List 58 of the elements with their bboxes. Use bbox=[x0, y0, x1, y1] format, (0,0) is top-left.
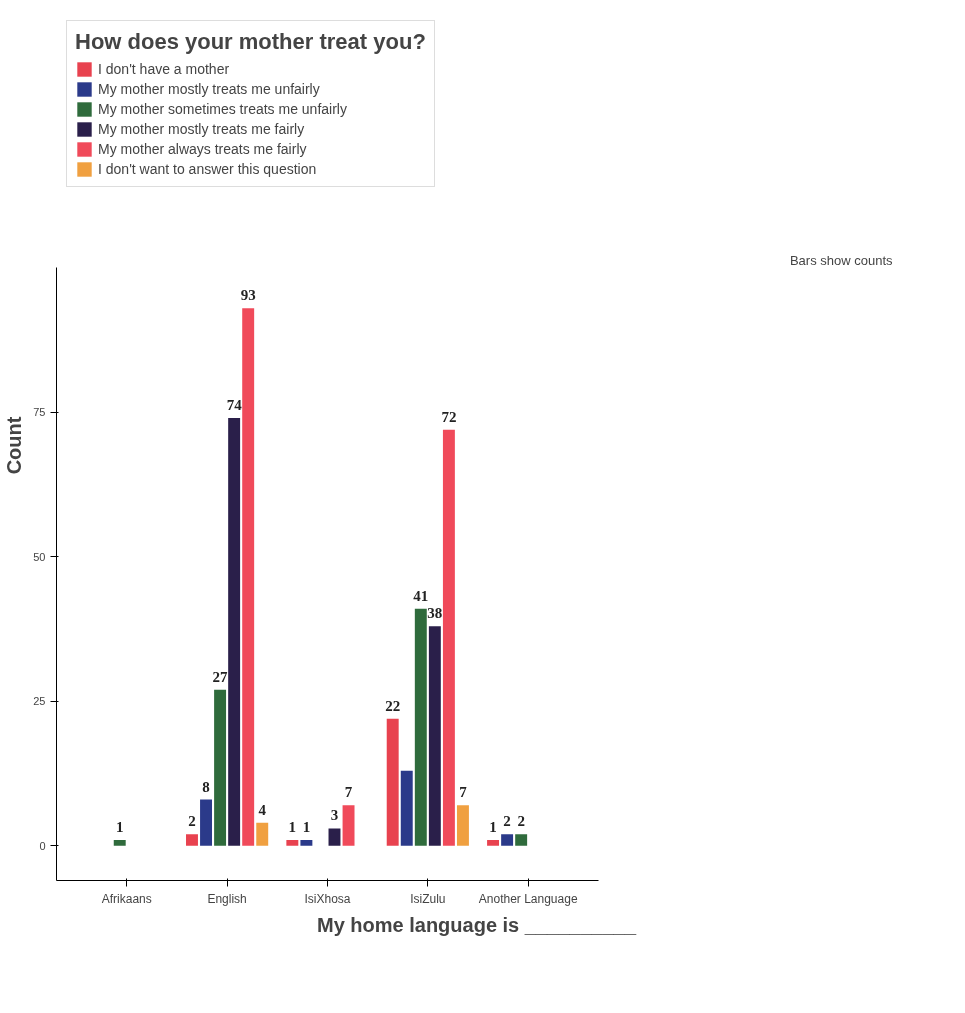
data-label: 1 bbox=[288, 819, 297, 836]
bar bbox=[501, 834, 514, 846]
x-tick-label: IsiXhosa bbox=[304, 891, 351, 906]
y-axis-title: Count bbox=[3, 416, 26, 475]
bar bbox=[200, 799, 213, 846]
x-tick-label: Afrikaans bbox=[101, 891, 152, 906]
bar bbox=[414, 608, 427, 846]
legend-label: I don't have a mother bbox=[98, 61, 230, 77]
data-label: 38 bbox=[427, 605, 443, 622]
x-tick-label: IsiZulu bbox=[410, 891, 446, 906]
bar bbox=[456, 805, 469, 846]
bar bbox=[328, 828, 341, 846]
legend-label: I don't want to answer this question bbox=[98, 161, 317, 177]
bar bbox=[186, 834, 198, 846]
bar bbox=[286, 840, 299, 846]
y-tick-label: 0 bbox=[39, 839, 46, 852]
bar bbox=[400, 770, 413, 846]
data-label: 7 bbox=[344, 784, 353, 801]
data-label: 7 bbox=[459, 784, 468, 801]
data-label: 4 bbox=[258, 801, 267, 818]
data-label: 72 bbox=[441, 408, 457, 425]
data-label: 2 bbox=[517, 813, 525, 830]
bar bbox=[242, 308, 255, 846]
bar bbox=[214, 689, 227, 846]
data-label: 2 bbox=[188, 813, 196, 830]
text: Bars show counts bbox=[789, 252, 893, 268]
data-label: 22 bbox=[385, 697, 401, 714]
data-label: 1 bbox=[302, 819, 311, 836]
bar bbox=[515, 834, 528, 846]
legend-label: My mother sometimes treats me unfairly bbox=[98, 101, 347, 117]
bar bbox=[300, 840, 313, 846]
data-label: 41 bbox=[413, 587, 429, 604]
bar bbox=[428, 626, 441, 846]
y-tick-label: 25 bbox=[33, 695, 46, 708]
x-tick-label: Another Language bbox=[478, 891, 578, 906]
x-tick-label: English bbox=[207, 891, 247, 906]
legend-label: My mother mostly treats me unfairly bbox=[98, 81, 320, 97]
bar bbox=[113, 840, 126, 846]
y-tick-label: 75 bbox=[33, 406, 46, 419]
data-label: 93 bbox=[240, 287, 256, 304]
legend-title: How does your mother treat you? bbox=[75, 29, 426, 55]
data-label: 1 bbox=[489, 819, 497, 836]
bar bbox=[342, 805, 355, 846]
data-label: 1 bbox=[115, 819, 124, 836]
legend-label: My mother mostly treats me fairly bbox=[98, 121, 305, 137]
data-label: 27 bbox=[212, 668, 229, 685]
x-axis-title: My home language is __________ bbox=[316, 913, 637, 936]
bar bbox=[256, 822, 269, 846]
y-tick-label: 50 bbox=[33, 550, 46, 563]
bar bbox=[442, 429, 455, 846]
bar bbox=[386, 718, 399, 846]
data-label: 3 bbox=[330, 807, 339, 824]
bar bbox=[487, 840, 500, 846]
legend-label: My mother always treats me fairly bbox=[98, 141, 307, 157]
data-label: 8 bbox=[202, 778, 210, 795]
bar bbox=[228, 418, 241, 846]
data-label: 2 bbox=[503, 813, 511, 830]
data-label: 74 bbox=[226, 397, 243, 414]
